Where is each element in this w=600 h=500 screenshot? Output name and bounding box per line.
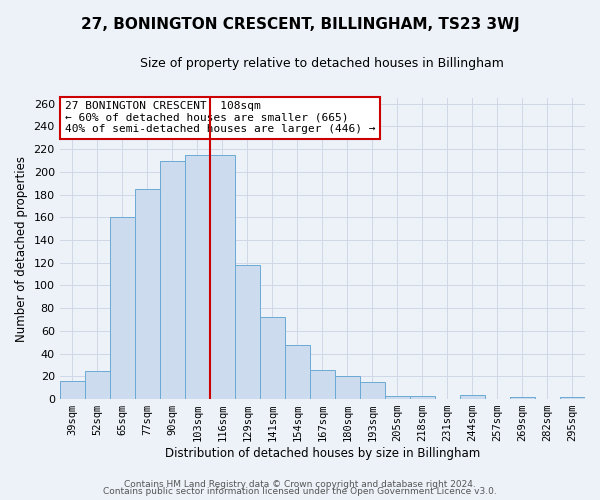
Bar [135, 189, 160, 399]
Text: Contains public sector information licensed under the Open Government Licence v3: Contains public sector information licen… [103, 487, 497, 496]
Bar [85, 370, 110, 399]
Bar [510, 397, 535, 399]
Y-axis label: Number of detached properties: Number of detached properties [15, 156, 28, 342]
Text: 27, BONINGTON CRESCENT, BILLINGHAM, TS23 3WJ: 27, BONINGTON CRESCENT, BILLINGHAM, TS23… [80, 18, 520, 32]
Title: Size of property relative to detached houses in Billingham: Size of property relative to detached ho… [140, 58, 504, 70]
Bar [335, 376, 360, 399]
Text: 27 BONINGTON CRESCENT: 108sqm
← 60% of detached houses are smaller (665)
40% of : 27 BONINGTON CRESCENT: 108sqm ← 60% of d… [65, 101, 376, 134]
Bar [410, 396, 435, 399]
Bar [385, 396, 410, 399]
Text: Contains HM Land Registry data © Crown copyright and database right 2024.: Contains HM Land Registry data © Crown c… [124, 480, 476, 489]
Bar [360, 382, 385, 399]
Bar [235, 265, 260, 399]
Bar [160, 160, 185, 399]
Bar [560, 397, 585, 399]
Bar [110, 218, 135, 399]
X-axis label: Distribution of detached houses by size in Billingham: Distribution of detached houses by size … [165, 447, 480, 460]
Bar [260, 318, 285, 399]
Bar [310, 370, 335, 399]
Bar [285, 344, 310, 399]
Bar [210, 155, 235, 399]
Bar [460, 394, 485, 399]
Bar [59, 381, 85, 399]
Bar [185, 155, 210, 399]
